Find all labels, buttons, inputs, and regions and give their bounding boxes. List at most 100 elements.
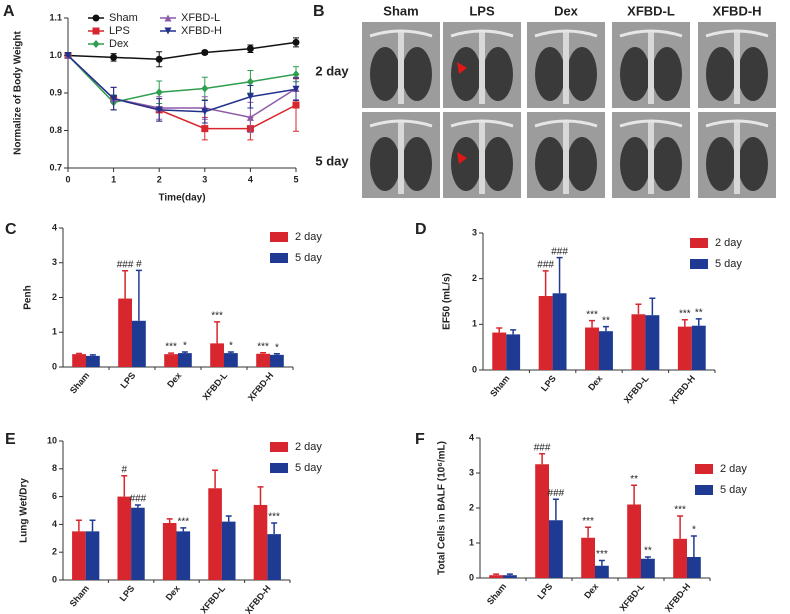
bar: [253, 504, 268, 580]
ct-spine: [648, 120, 654, 194]
ct-lung: [483, 47, 513, 101]
ct-spine: [648, 30, 654, 104]
bar: [489, 575, 503, 578]
y-axis-label: Total Cells in BALF (10⁶/mL): [437, 441, 448, 575]
y-tick-label: 3: [52, 257, 57, 267]
bar: [86, 355, 100, 367]
bar: [132, 320, 146, 367]
annotation: ###: [551, 246, 568, 257]
error-bar: [121, 475, 128, 497]
bar: [687, 557, 701, 578]
x-tick-label: LPS: [118, 370, 137, 390]
legend-swatch: [695, 464, 713, 474]
bar: [538, 296, 553, 370]
error-bar: [677, 515, 684, 539]
error-bar: [257, 486, 264, 505]
y-tick-label: 3: [472, 227, 477, 237]
panel-letter: D: [415, 221, 427, 238]
point: [155, 88, 163, 97]
legend-swatch: [270, 463, 288, 473]
error-bar: [214, 321, 221, 344]
error-bar: [649, 297, 656, 316]
legend-label: 5 day: [715, 258, 742, 270]
error-bar: [166, 518, 173, 524]
x-tick-label: 4: [248, 174, 253, 184]
bar: [210, 343, 224, 367]
point: [201, 84, 209, 93]
x-tick-label: 5: [293, 174, 298, 184]
x-tick-label: XFBD-L: [198, 583, 227, 614]
x-tick-label: 1: [111, 174, 116, 184]
ct-lung: [451, 47, 481, 101]
line: [67, 54, 297, 104]
annotation: *: [275, 342, 279, 353]
y-tick-label: 1: [472, 319, 477, 329]
point: [155, 55, 163, 63]
bar: [267, 534, 281, 580]
legend-label: 2 day: [720, 463, 747, 475]
x-tick-label: XFBD-H: [246, 370, 276, 402]
error-bar: [180, 527, 187, 532]
y-tick-label: 0.8: [49, 125, 62, 135]
column-label: Sham: [383, 3, 418, 18]
bar: [677, 326, 692, 370]
legend-label: 5 day: [295, 462, 322, 474]
legend-label: Sham: [109, 12, 138, 24]
y-tick-label: 2: [469, 502, 474, 512]
annotation: ***: [257, 341, 269, 352]
ct-lung: [738, 47, 768, 101]
panel-letter: E: [5, 431, 16, 448]
bar: [641, 558, 655, 578]
ct-lung: [535, 137, 565, 191]
panel-letter: B: [313, 3, 325, 20]
legend-marker: [92, 27, 100, 35]
ct-clavicle: [534, 119, 598, 128]
y-tick-label: 0.9: [49, 87, 62, 97]
ct-lung: [483, 137, 513, 191]
legend-label: XFBD-H: [181, 25, 222, 37]
x-tick-label: Dex: [586, 373, 604, 392]
bar: [131, 507, 145, 580]
column-label: LPS: [469, 3, 495, 18]
ct-spine: [398, 120, 404, 194]
y-tick-label: 0: [472, 364, 477, 374]
ct-lung: [567, 47, 597, 101]
ct-lung: [652, 47, 682, 101]
y-axis-label: EF50 (mL/s): [442, 273, 453, 330]
bar: [581, 537, 595, 578]
legend-label: XFBD-L: [181, 12, 220, 24]
error-bar: [635, 303, 642, 315]
annotation: ###: [117, 259, 134, 270]
error-bar: [271, 522, 278, 535]
ct-lung: [706, 137, 736, 191]
annotation: ###: [548, 488, 565, 499]
point: [201, 49, 209, 56]
annotation: ***: [165, 342, 177, 353]
y-tick-label: 4: [469, 432, 474, 442]
annotation: ***: [177, 517, 189, 528]
x-tick-label: XFBD-L: [200, 370, 229, 402]
x-tick-label: XFBD-H: [663, 581, 693, 613]
point: [246, 113, 254, 121]
ct-lung: [652, 137, 682, 191]
y-tick-label: 3: [469, 467, 474, 477]
y-axis-label: Lung Wet/Dry: [19, 478, 30, 543]
point: [201, 125, 209, 133]
annotation: #: [136, 259, 142, 270]
annotation: #: [122, 464, 128, 475]
panel-letter: A: [3, 3, 15, 20]
annotation: **: [644, 546, 652, 557]
ct-clavicle: [705, 119, 769, 128]
ct-lung: [535, 47, 565, 101]
point: [110, 53, 118, 61]
y-tick-label: 4: [52, 519, 57, 529]
bar: [595, 565, 609, 578]
point: [292, 101, 300, 109]
error-bar: [89, 519, 96, 532]
error-bar: [602, 325, 609, 332]
error-bar: [122, 269, 129, 299]
annotation: ***: [582, 516, 594, 527]
legend-marker: [164, 14, 172, 22]
ct-clavicle: [534, 29, 598, 38]
